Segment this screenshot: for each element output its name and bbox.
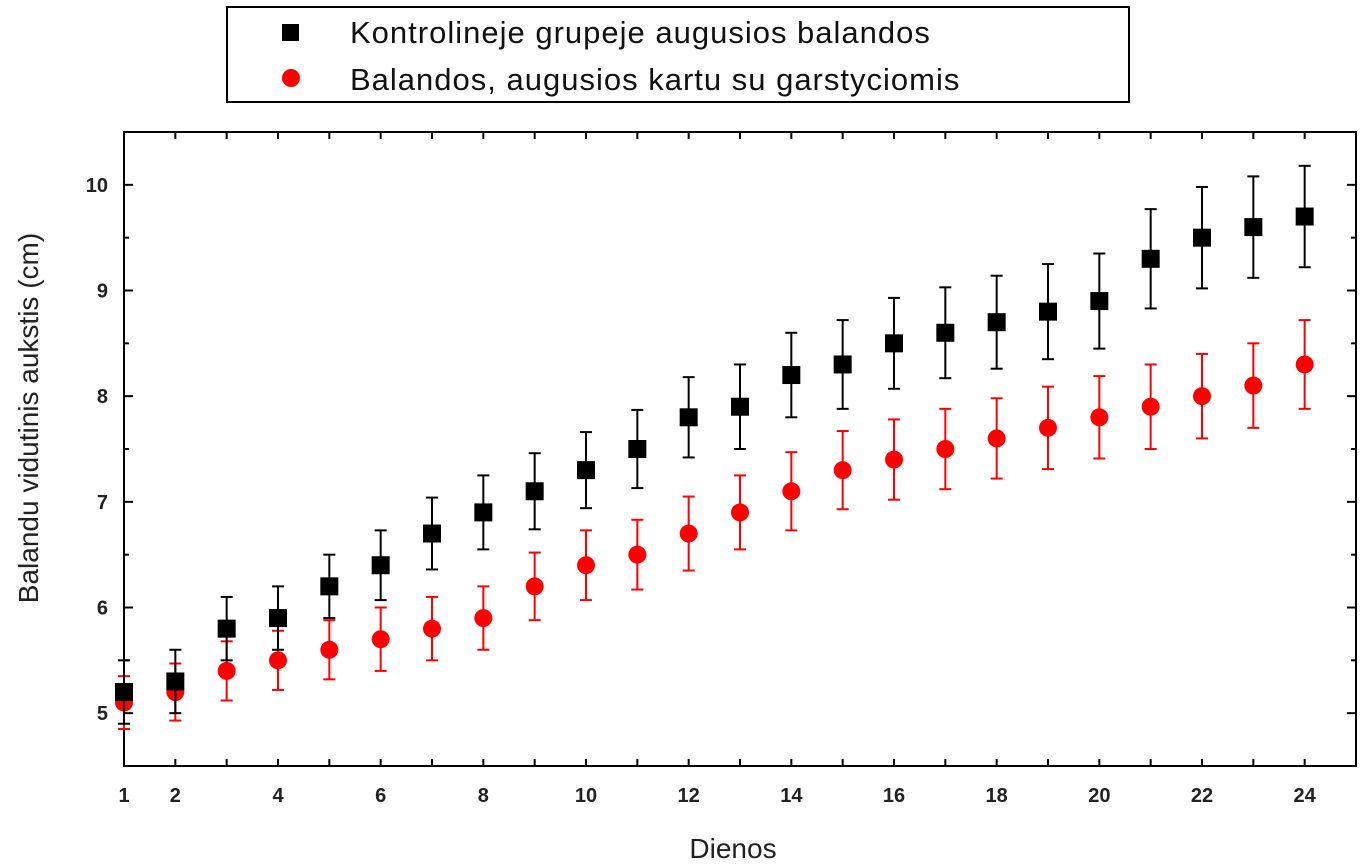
legend-box: [226, 6, 1130, 103]
data-point-circle: [1090, 408, 1109, 427]
data-point-square: [1295, 207, 1314, 226]
data-point-square: [269, 609, 287, 628]
data-point-square: [115, 683, 133, 702]
y-tick-label: 8: [97, 386, 108, 408]
data-point-square: [423, 524, 441, 543]
legend-marker-control: [282, 24, 299, 41]
y-tick-label: 9: [97, 281, 108, 303]
y-axis-title: Balandu vidutinis aukstis (cm): [13, 233, 44, 603]
data-point-circle: [577, 556, 595, 575]
x-tick-label: 22: [1191, 785, 1213, 807]
data-point-circle: [423, 619, 441, 638]
data-point-square: [166, 672, 185, 691]
data-point-circle: [217, 661, 236, 680]
data-point-square: [320, 577, 339, 596]
data-point-circle: [320, 640, 339, 659]
data-point-square: [1039, 302, 1057, 321]
x-tick-label: 10: [575, 785, 597, 807]
x-tick-label: 6: [375, 785, 386, 807]
data-marks: [115, 164, 1314, 731]
x-tick-label: 16: [883, 785, 905, 807]
x-tick-label: 20: [1088, 785, 1110, 807]
data-point-square: [936, 323, 955, 342]
data-point-circle: [782, 482, 801, 501]
y-ticks: 5 6 7 8 9 10: [86, 175, 1356, 725]
y-tick-label: 6: [97, 598, 108, 620]
data-point-circle: [1244, 376, 1263, 395]
data-point-circle: [987, 429, 1006, 448]
data-point-square: [987, 313, 1006, 332]
data-point-circle: [474, 609, 493, 628]
data-point-square: [1193, 228, 1211, 247]
x-tick-label: 1: [118, 785, 129, 807]
data-point-square: [217, 619, 236, 638]
series-control: [115, 164, 1314, 725]
data-point-square: [833, 355, 852, 374]
data-point-square: [1141, 249, 1160, 268]
data-point-circle: [1295, 355, 1314, 374]
data-point-circle: [371, 630, 390, 649]
data-point-circle: [936, 440, 955, 458]
data-point-circle: [833, 461, 852, 480]
y-tick-label: 5: [97, 703, 108, 725]
y-tick-label: 10: [86, 175, 108, 197]
data-point-circle: [885, 450, 903, 469]
data-point-square: [1090, 292, 1109, 311]
data-point-square: [474, 503, 493, 522]
x-ticks: 1 2 4 6 8 10 12 14 16 18 20 22 24: [118, 132, 1317, 807]
data-point-square: [577, 461, 595, 480]
data-point-circle: [1141, 397, 1160, 416]
data-point-circle: [1193, 387, 1211, 406]
series-mustard: [115, 319, 1314, 731]
x-tick-label: 14: [780, 785, 803, 807]
x-tick-label: 4: [272, 785, 284, 807]
data-point-circle: [628, 545, 647, 564]
x-tick-label: 8: [478, 785, 489, 807]
data-point-square: [525, 482, 544, 501]
data-point-square: [628, 440, 647, 458]
x-tick-label: 18: [986, 785, 1008, 807]
data-point-square: [371, 556, 390, 575]
data-point-square: [1244, 218, 1263, 237]
legend: Kontrolineje grupeje augusios balandos B…: [226, 6, 1130, 103]
x-axis-title: Dienos: [689, 833, 776, 864]
data-point-circle: [269, 651, 287, 670]
data-point-square: [679, 408, 698, 427]
legend-label-mustard: Balandos, augusios kartu su garstyciomis: [350, 62, 960, 97]
data-point-circle: [1039, 418, 1057, 437]
data-point-square: [731, 397, 749, 416]
data-point-circle: [731, 503, 749, 522]
data-point-square: [782, 366, 801, 385]
data-point-circle: [679, 524, 698, 543]
y-tick-label: 7: [97, 492, 108, 514]
legend-label-control: Kontrolineje grupeje augusios balandos: [350, 15, 931, 50]
x-tick-label: 12: [678, 785, 700, 807]
data-point-circle: [525, 577, 544, 596]
legend-marker-mustard: [282, 69, 300, 87]
data-point-square: [885, 334, 903, 353]
x-tick-label: 2: [170, 785, 181, 807]
x-tick-label: 24: [1294, 785, 1317, 807]
